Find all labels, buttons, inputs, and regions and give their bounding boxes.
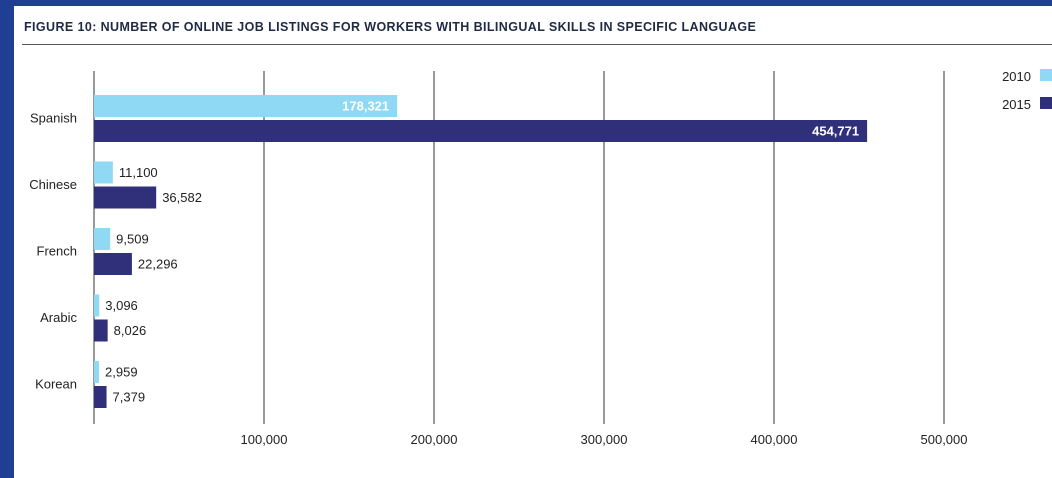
category-label: Korean xyxy=(35,377,77,392)
bar-2015 xyxy=(94,253,132,275)
value-label-2015: 22,296 xyxy=(138,257,178,272)
value-label-2010: 3,096 xyxy=(105,298,138,313)
x-tick-label: 500,000 xyxy=(921,432,968,447)
bar-2010 xyxy=(94,294,100,317)
bar-2015 xyxy=(94,186,157,209)
bar-2010 xyxy=(94,161,113,184)
legend-label: 2010 xyxy=(1002,69,1031,84)
value-label-2015: 454,771 xyxy=(812,124,859,139)
x-tick-label: 100,000 xyxy=(241,432,288,447)
legend-swatch xyxy=(1040,97,1052,109)
value-label-2015: 8,026 xyxy=(114,323,147,338)
value-label-2010: 9,509 xyxy=(116,232,149,247)
bar-2010 xyxy=(94,228,111,250)
value-label-2010: 2,959 xyxy=(105,365,138,380)
legend-swatch xyxy=(1040,69,1052,81)
bar-2015 xyxy=(94,386,107,408)
bar-2015 xyxy=(94,319,108,342)
value-label-2010: 11,100 xyxy=(119,165,158,180)
category-label: Chinese xyxy=(29,177,77,192)
chart-frame: FIGURE 10: NUMBER OF ONLINE JOB LISTINGS… xyxy=(14,6,1052,478)
legend-label: 2015 xyxy=(1002,97,1031,112)
x-tick-label: 400,000 xyxy=(751,432,798,447)
category-label: French xyxy=(37,244,77,259)
bar-2015 xyxy=(94,120,868,142)
x-tick-label: 300,000 xyxy=(581,432,628,447)
bar-2010 xyxy=(94,361,100,383)
x-tick-label: 200,000 xyxy=(411,432,458,447)
value-label-2015: 36,582 xyxy=(162,190,202,205)
bar-chart: 100,000 200,000 300,000 400,000 500,000 Spani… xyxy=(29,69,1052,447)
category-label: Arabic xyxy=(40,310,77,325)
category-label: Spanish xyxy=(30,111,77,126)
value-label-2010: 178,321 xyxy=(342,99,389,114)
value-label-2015: 7,379 xyxy=(113,390,146,405)
title-divider xyxy=(22,44,1052,45)
bar-2010 xyxy=(94,95,398,117)
chart-title: FIGURE 10: NUMBER OF ONLINE JOB LISTINGS… xyxy=(24,20,757,34)
